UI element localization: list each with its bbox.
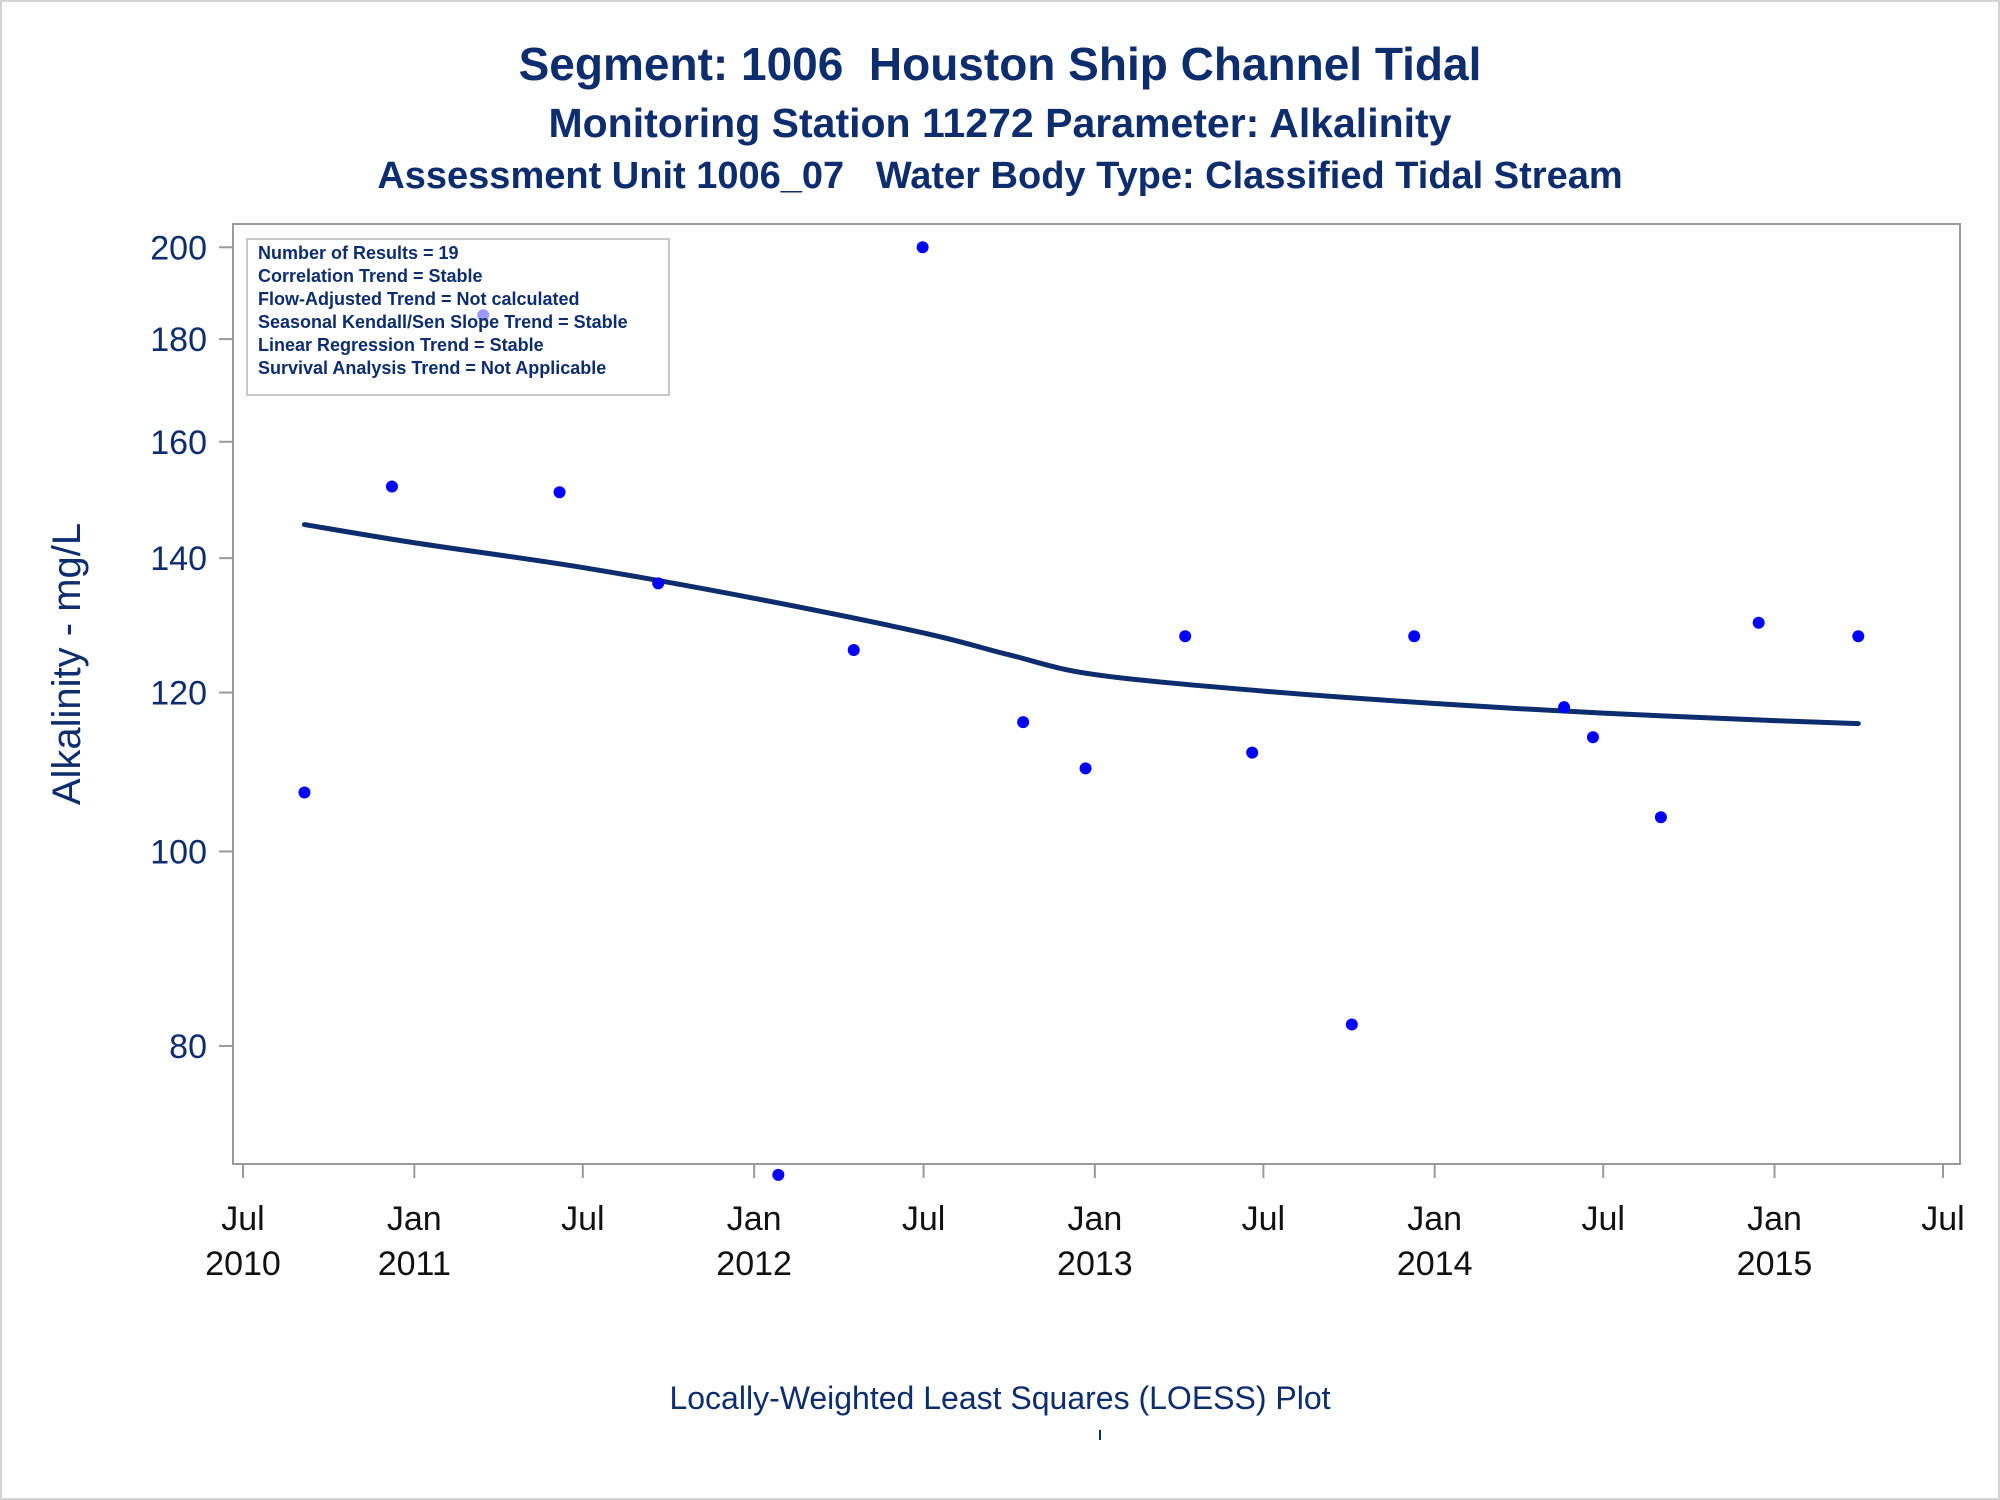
y-tick-label: 100 [150,833,207,871]
x-tick-label-month: Jul [561,1200,604,1238]
data-point [1017,716,1030,729]
data-point [916,241,929,254]
x-tick-label-year: 2014 [1397,1245,1473,1283]
x-tick-label-year: 2013 [1057,1245,1133,1283]
y-axis-label: Alkalinity - mg/L [45,523,89,805]
data-point [553,486,566,499]
data-point [652,577,665,590]
x-tick-label-month: Jul [902,1200,945,1238]
data-point [847,644,860,657]
footnote-mark [1099,1430,1101,1440]
stats-box-line: Correlation Trend = Stable [258,266,483,286]
data-point [1558,701,1571,714]
loess-curve [301,522,1861,727]
y-tick-label: 140 [150,540,207,578]
data-point [1408,630,1421,643]
data-point [1654,811,1667,824]
chart-footnote: Locally-Weighted Least Squares (LOESS) P… [669,1380,1331,1416]
stats-box-line: Linear Regression Trend = Stable [258,335,544,355]
data-point [772,1168,785,1181]
data-point [1852,630,1865,643]
data-point [1586,731,1599,744]
x-tick-label-month: Jan [1407,1200,1462,1238]
x-tick-label-month: Jan [1747,1200,1802,1238]
data-point [1179,630,1192,643]
x-tick-label-month: Jan [1067,1200,1122,1238]
data-point [385,480,398,493]
chart-title: Segment: 1006 Houston Ship Channel Tidal [518,38,1482,90]
stats-box-frame [246,238,670,396]
data-point [1752,616,1765,629]
x-tick-label-year: 2010 [205,1245,281,1283]
chart-subtitle-2: Assessment Unit 1006_07 Water Body Type:… [377,155,1623,197]
x-tick-label-month: Jan [727,1200,782,1238]
x-tick-label-month: Jul [221,1200,264,1238]
plot-area-frame [232,223,1961,1165]
y-tick-label: 80 [169,1028,207,1066]
stats-box-line: Seasonal Kendall/Sen Slope Trend = Stabl… [258,312,628,332]
x-tick-label-month: Jul [1921,1200,1964,1238]
stats-box: Number of Results = 19 Correlation Trend … [246,238,670,396]
y-tick-label: 200 [150,229,207,267]
x-tick-label-month: Jul [1581,1200,1624,1238]
data-point [298,786,311,799]
x-axis: Jul 2010 Jan 2011 Jul Jan 2012 Jul Jan 2013 Jul Jan… [205,1164,1965,1283]
chart-subtitle: Monitoring Station 11272 Parameter: Alka… [548,100,1452,146]
x-tick-label-year: 2012 [716,1245,792,1283]
x-tick-label-month: Jan [387,1200,442,1238]
stats-box-line: Number of Results = 19 [258,243,459,263]
y-axis: 80 100 120 140 160 180 200 [150,229,233,1066]
stats-box-line: Flow-Adjusted Trend = Not calculated [258,289,580,309]
data-point [1345,1018,1358,1031]
y-tick-label: 180 [150,321,207,359]
stats-box-line: Survival Analysis Trend = Not Applicable [258,358,606,378]
x-tick-label-year: 2015 [1737,1245,1813,1283]
y-tick-label: 120 [150,675,207,713]
x-tick-label-month: Jul [1242,1200,1285,1238]
data-point [1246,746,1259,759]
y-tick-label: 160 [150,424,207,462]
x-tick-label-year: 2011 [378,1245,451,1283]
data-point [1079,762,1092,775]
